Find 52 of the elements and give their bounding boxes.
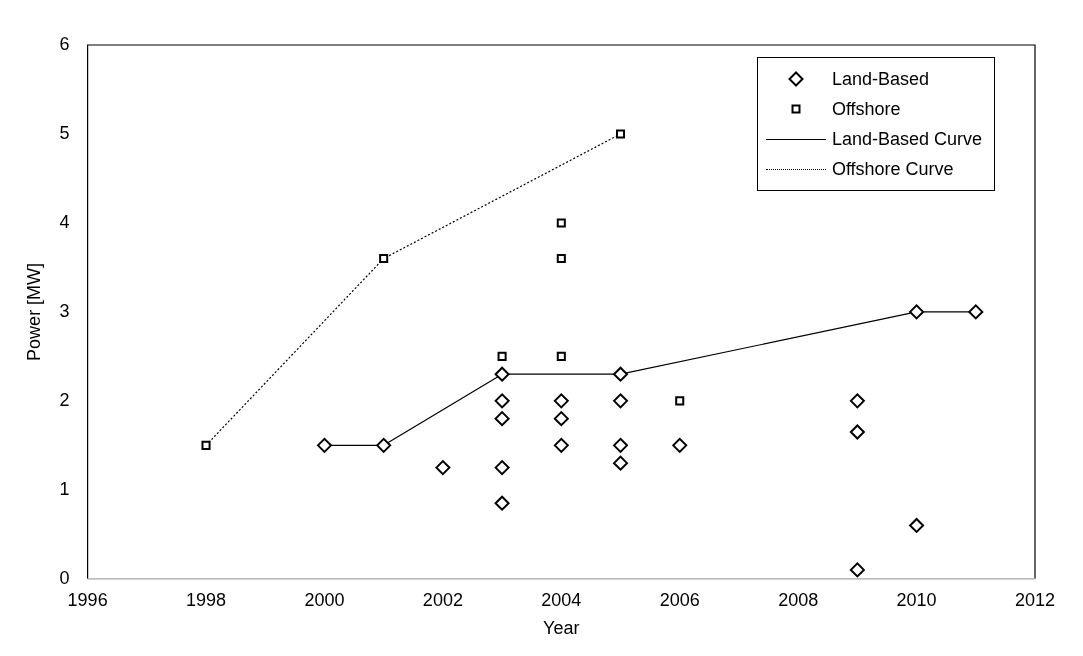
point xyxy=(909,517,925,533)
point xyxy=(316,437,332,453)
x-tick-label: 2012 xyxy=(1014,589,1056,610)
point xyxy=(556,351,566,361)
point xyxy=(615,129,626,139)
x-tick-label: 2002 xyxy=(422,589,463,610)
point xyxy=(553,437,569,453)
y-tick-label: 5 xyxy=(59,122,70,143)
x-tick-label: 2010 xyxy=(896,589,937,610)
point xyxy=(613,393,629,409)
point xyxy=(497,351,507,361)
point xyxy=(494,411,510,427)
point xyxy=(675,396,685,406)
point xyxy=(494,366,510,382)
legend-label: Land-Based xyxy=(831,68,929,90)
point xyxy=(556,218,566,228)
x-tick-label: 1996 xyxy=(67,589,108,610)
point xyxy=(379,253,389,264)
x-axis-title: Year xyxy=(543,618,580,639)
point xyxy=(553,411,569,427)
y-tick-label: 0 xyxy=(59,567,70,588)
y-axis-title: Power [MW] xyxy=(23,262,44,361)
x-tick-label: 2000 xyxy=(304,589,345,610)
point xyxy=(672,437,688,453)
point xyxy=(968,304,984,320)
point xyxy=(435,460,451,476)
point xyxy=(494,393,510,409)
x-tick-label: 2006 xyxy=(659,589,700,610)
point xyxy=(849,393,865,409)
legend-label: Land-Based Curve xyxy=(831,128,982,150)
y-tick-label: 6 xyxy=(59,33,70,54)
point xyxy=(553,393,569,409)
point xyxy=(494,495,510,511)
x-tick-label: 1998 xyxy=(186,589,227,610)
y-tick-label: 2 xyxy=(59,389,70,410)
point xyxy=(613,455,629,471)
legend-label: Offshore Curve xyxy=(831,158,954,180)
point xyxy=(613,437,629,453)
x-tick-label: 2008 xyxy=(778,589,819,610)
point xyxy=(613,366,629,382)
y-tick-label: 1 xyxy=(59,478,70,499)
legend-label: Offshore xyxy=(831,98,901,120)
point xyxy=(849,424,865,440)
point xyxy=(494,460,510,476)
y-tick-label: 4 xyxy=(59,211,70,232)
y-tick-label: 3 xyxy=(59,300,70,321)
point xyxy=(849,562,865,578)
point xyxy=(376,437,392,453)
point xyxy=(201,440,211,450)
point xyxy=(909,304,925,320)
x-tick-label: 2004 xyxy=(541,589,582,610)
point xyxy=(556,253,566,264)
